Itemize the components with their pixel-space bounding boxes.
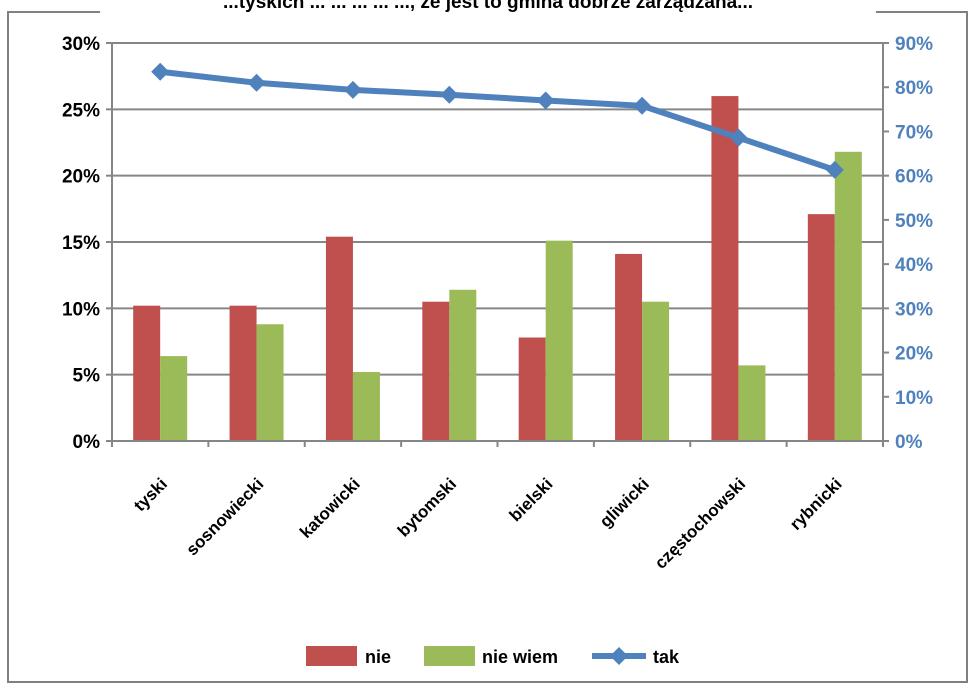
marker-tak — [825, 160, 844, 179]
y-right-tick-label: 70% — [895, 122, 933, 143]
marker-tak — [729, 128, 748, 147]
marker-tak — [536, 91, 555, 110]
bar-nie-wiem — [256, 324, 284, 441]
bar-nie-wiem — [352, 372, 380, 441]
y-left-tick-label: 25% — [62, 100, 100, 121]
y-right-tick-label: 30% — [895, 299, 933, 320]
y-right-tick-label: 80% — [895, 78, 933, 99]
y-left-tick-label: 5% — [73, 366, 101, 387]
bar-nie — [133, 305, 161, 441]
bar-nie — [518, 337, 546, 441]
y-left-tick-label: 15% — [62, 233, 100, 254]
legend-marker-tak — [610, 647, 628, 665]
bar-nie-wiem — [642, 301, 670, 441]
legend-swatch-nie — [306, 646, 357, 666]
y-left-tick-label: 30% — [62, 34, 100, 55]
bar-nie-wiem — [738, 365, 766, 441]
y-left-tick-label: 10% — [62, 299, 100, 320]
legend-layer: nie nie wiem tak — [306, 646, 680, 667]
bar-nie-wiem — [834, 151, 862, 441]
y-right-tick-label: 90% — [895, 34, 933, 55]
y-right-tick-label: 20% — [895, 344, 933, 365]
y-right-tick-label: 10% — [895, 388, 933, 409]
bar-layer — [133, 96, 862, 442]
bar-nie-wiem — [545, 240, 573, 441]
marker-tak — [247, 73, 266, 92]
chart-title-fragment: ...tyskich ... ... ... ... ..., że jest … — [223, 0, 753, 13]
legend-label-nie-wiem: nie wiem — [482, 647, 558, 667]
bar-nie — [711, 96, 739, 442]
y-right-tick-label: 60% — [895, 167, 933, 188]
legend-label-tak: tak — [653, 647, 680, 667]
bar-nie — [422, 301, 450, 441]
marker-tak — [440, 85, 459, 104]
marker-tak — [151, 62, 170, 81]
bar-nie-wiem — [160, 356, 188, 441]
y-left-tick-label: 0% — [73, 432, 101, 453]
bar-nie — [325, 236, 353, 441]
y-right-tick-label: 50% — [895, 211, 933, 232]
line-layer — [151, 62, 844, 179]
y-right-tick-label: 0% — [895, 432, 923, 453]
bar-nie — [615, 253, 643, 441]
title-mask — [100, 0, 876, 20]
marker-tak — [633, 96, 652, 115]
bar-nie — [807, 214, 835, 441]
y-right-tick-label: 40% — [895, 255, 933, 276]
y-left-tick-label: 20% — [62, 167, 100, 188]
bar-nie — [229, 305, 257, 441]
axis-layer — [106, 42, 889, 447]
legend-label-nie: nie — [365, 647, 391, 667]
marker-tak — [343, 80, 362, 99]
line-tak — [159, 68, 836, 173]
bar-nie-wiem — [449, 289, 477, 441]
legend-swatch-nie-wiem — [424, 646, 475, 666]
